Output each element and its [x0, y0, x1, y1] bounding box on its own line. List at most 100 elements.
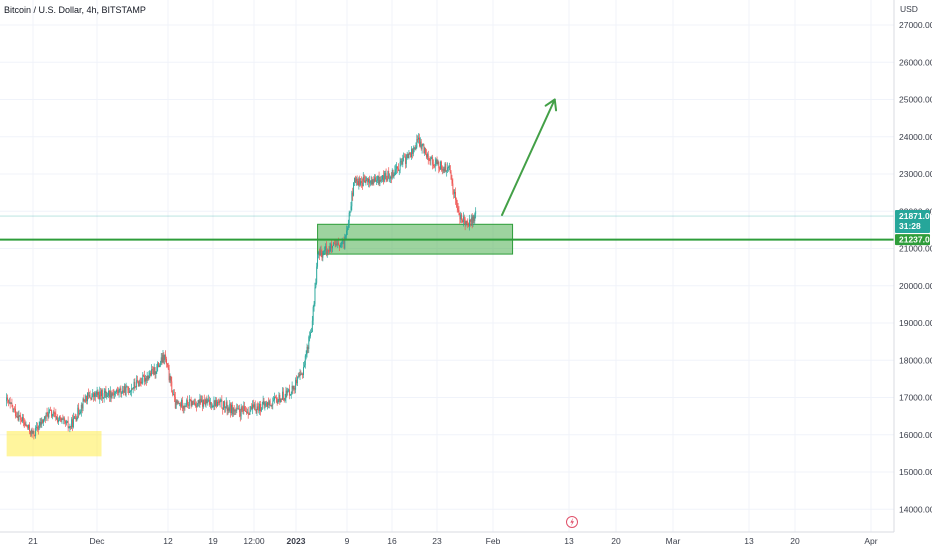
lightning-icon[interactable] — [566, 516, 578, 528]
candle-body — [36, 426, 37, 428]
candle-body — [153, 367, 155, 375]
candle-body — [462, 220, 463, 223]
candle-body — [406, 153, 408, 155]
candle-body — [313, 303, 315, 308]
candle-body — [274, 397, 276, 398]
drawing-overlays[interactable] — [0, 98, 894, 241]
time-scale[interactable] — [0, 532, 932, 550]
candle-body — [458, 210, 460, 216]
candle-body — [123, 385, 125, 393]
candle-body — [44, 416, 46, 419]
currency-label: USD — [900, 4, 918, 14]
candle-body — [459, 215, 461, 220]
candle-body — [328, 250, 330, 252]
candle-body — [371, 180, 373, 184]
candle-body — [120, 388, 122, 394]
candle-body — [383, 175, 385, 182]
candle-body — [76, 418, 78, 421]
candle-body — [231, 404, 233, 415]
candle-body — [386, 178, 388, 180]
candle-body — [209, 402, 211, 405]
candle-body — [161, 357, 163, 363]
candle-body — [358, 178, 360, 186]
candle-body — [16, 416, 18, 417]
candle-body — [28, 424, 30, 429]
candlestick-series — [6, 133, 477, 440]
candle-body — [109, 391, 111, 398]
candle-body — [235, 410, 237, 412]
candle-body — [245, 411, 247, 413]
candle-body — [257, 406, 259, 408]
price-tick-label: 25000.00 — [899, 95, 932, 105]
candle-body — [413, 147, 415, 149]
candle-body — [331, 243, 333, 249]
candle-body — [346, 230, 348, 236]
candle-body — [335, 243, 337, 246]
time-tick-label: 13 — [744, 536, 754, 546]
candle-body — [141, 382, 143, 384]
candle-body — [43, 416, 45, 420]
candle-body — [41, 419, 43, 425]
candle-body — [389, 178, 391, 180]
demand-zone[interactable] — [6, 431, 102, 457]
candle-body — [368, 178, 370, 184]
candle-body — [397, 166, 398, 169]
candle-body — [74, 416, 76, 419]
candle-body — [374, 177, 376, 182]
price-tick-label: 27000.00 — [899, 20, 932, 30]
candle-body — [160, 357, 162, 364]
candle-body — [149, 372, 151, 377]
candle-body — [440, 161, 441, 170]
candle-body — [305, 354, 307, 356]
candle-body — [147, 375, 149, 379]
candle-body — [91, 396, 93, 400]
candle-body — [312, 307, 314, 321]
candle-body — [50, 410, 52, 411]
candle-body — [165, 354, 167, 359]
candle-body — [131, 388, 133, 390]
candle-body — [118, 390, 120, 393]
candle-body — [311, 320, 313, 332]
candle-body — [310, 331, 312, 333]
candle-body — [216, 400, 218, 407]
candle-body — [65, 421, 66, 424]
candle-body — [220, 400, 222, 402]
candle-body — [242, 410, 244, 412]
candle-body — [221, 400, 223, 408]
candle-body — [253, 404, 254, 408]
candle-body — [10, 402, 12, 404]
candle-body — [173, 394, 175, 397]
candle-body — [20, 416, 22, 420]
candle-body — [236, 408, 238, 411]
candle-body — [318, 252, 319, 255]
candle-body — [92, 393, 94, 397]
candle-body — [218, 402, 220, 404]
projection-arrow-head[interactable] — [544, 98, 558, 112]
candle-body — [154, 367, 156, 375]
candle-body — [151, 369, 153, 376]
candle-body — [195, 405, 197, 408]
candle-body — [437, 161, 439, 165]
candle-body — [304, 355, 306, 366]
candle-body — [157, 362, 159, 367]
candle-body — [194, 403, 196, 405]
price-tick-label: 17000.00 — [899, 393, 932, 403]
candle-body — [96, 392, 98, 395]
projection-arrow-line[interactable] — [501, 98, 556, 216]
candle-body — [296, 376, 298, 384]
candle-body — [246, 411, 248, 413]
candle-body — [134, 381, 136, 387]
candle-body — [172, 392, 174, 395]
candle-body — [244, 406, 246, 411]
candle-body — [349, 211, 351, 213]
price-scale[interactable] — [894, 0, 932, 532]
candle-body — [19, 415, 21, 417]
candle-body — [367, 178, 369, 183]
candle-body — [144, 378, 146, 382]
candle-body — [355, 178, 357, 183]
candle-body — [202, 399, 204, 407]
candle-body — [300, 373, 302, 375]
candle-body — [107, 395, 109, 397]
